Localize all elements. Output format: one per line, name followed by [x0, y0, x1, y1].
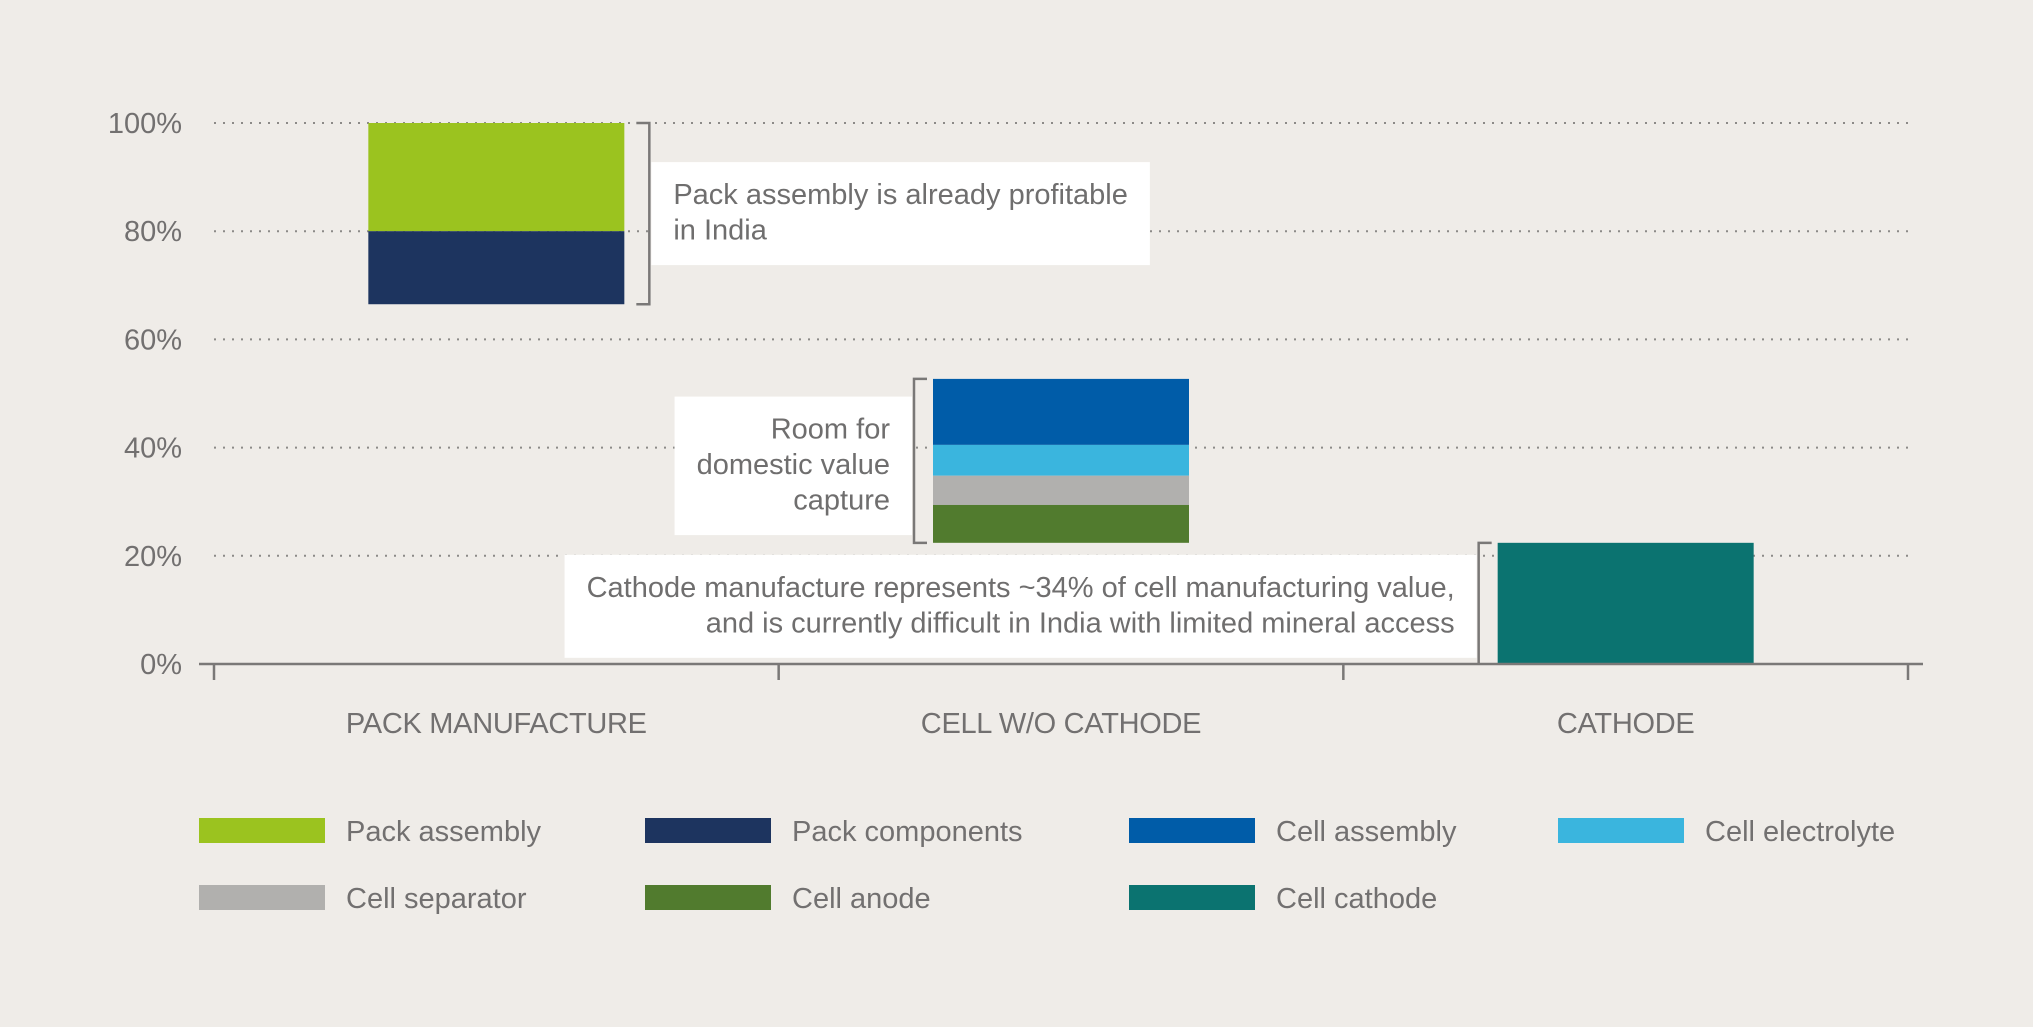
legend-swatch: [1129, 885, 1255, 910]
annotation-text-line: capture: [793, 485, 890, 517]
legend-item: Cell anode: [645, 883, 931, 915]
legend-label: Cell anode: [792, 883, 931, 915]
annotation-bracket: [1477, 541, 1492, 664]
annotation-cathode: Cathode manufacture represents ~34% of c…: [564, 541, 1492, 664]
y-tick-label: 80%: [124, 216, 182, 248]
bar-segment-cell-cathode: [1497, 542, 1754, 664]
legend-swatch: [199, 818, 325, 843]
annotation-text-line: Cathode manufacture represents ~34% of c…: [587, 572, 1455, 604]
legend-swatch: [199, 885, 325, 910]
y-axis-tick-labels: 0% 20% 40% 60% 80% 100%: [108, 108, 182, 681]
bar-segment-pack-assembly: [368, 123, 625, 232]
legend: Pack assembly Pack components Cell assembl…: [199, 816, 1895, 915]
annotation-bracket: [636, 121, 651, 306]
y-tick-label: 40%: [124, 433, 182, 465]
legend-label: Cell electrolyte: [1705, 816, 1895, 848]
legend-item: Pack components: [645, 816, 1023, 848]
bar-segment-cell-anode: [933, 504, 1189, 543]
annotation-text-line: Pack assembly is already profitable: [673, 179, 1128, 211]
y-tick-label: 20%: [124, 541, 182, 573]
bar-segment-cell-electrolyte: [933, 444, 1189, 476]
y-tick-label: 100%: [108, 108, 182, 140]
legend-label: Pack components: [792, 816, 1023, 848]
legend-swatch: [645, 818, 771, 843]
legend-swatch: [1129, 818, 1255, 843]
legend-item: Pack assembly: [199, 816, 542, 848]
annotation-pack: Pack assembly is already profitable in In…: [636, 121, 1150, 306]
x-category-label: CELL W/O CATHODE: [921, 708, 1201, 740]
annotation-text-line: Room for: [771, 414, 891, 446]
x-category-label: PACK MANUFACTURE: [346, 708, 647, 740]
bar-segment-cell-assembly: [933, 378, 1189, 445]
legend-item: Cell separator: [199, 883, 527, 915]
legend-label: Cell cathode: [1276, 883, 1437, 915]
bar-segment-cell-separator: [933, 475, 1189, 505]
annotation-box: [564, 554, 1477, 658]
annotation-text-line: in India: [673, 215, 767, 247]
y-tick-label: 0%: [140, 649, 182, 681]
legend-label: Cell assembly: [1276, 816, 1457, 848]
annotation-bracket: [912, 377, 927, 545]
x-axis: [199, 662, 1923, 680]
annotation-box: [674, 396, 912, 536]
x-axis-category-labels: PACK MANUFACTURE CELL W/O CATHODE CATHODE: [346, 708, 1695, 740]
annotation-text-line: and is currently difficult in India with…: [706, 607, 1455, 639]
annotation-box: [651, 162, 1150, 266]
annotation-text-line: domestic value: [697, 449, 890, 481]
legend-item: Cell electrolyte: [1558, 816, 1895, 848]
annotation-boxes: Pack assembly is already profitable in In…: [564, 121, 1492, 664]
x-category-label: CATHODE: [1557, 708, 1695, 740]
legend-swatch: [645, 885, 771, 910]
legend-swatch: [1558, 818, 1684, 843]
legend-label: Pack assembly: [346, 816, 542, 848]
legend-item: Cell cathode: [1129, 883, 1437, 915]
legend-label: Cell separator: [346, 883, 527, 915]
bar-segment-pack-components: [368, 231, 625, 305]
y-tick-label: 60%: [124, 324, 182, 356]
bars: [368, 123, 1754, 664]
legend-item: Cell assembly: [1129, 816, 1457, 848]
